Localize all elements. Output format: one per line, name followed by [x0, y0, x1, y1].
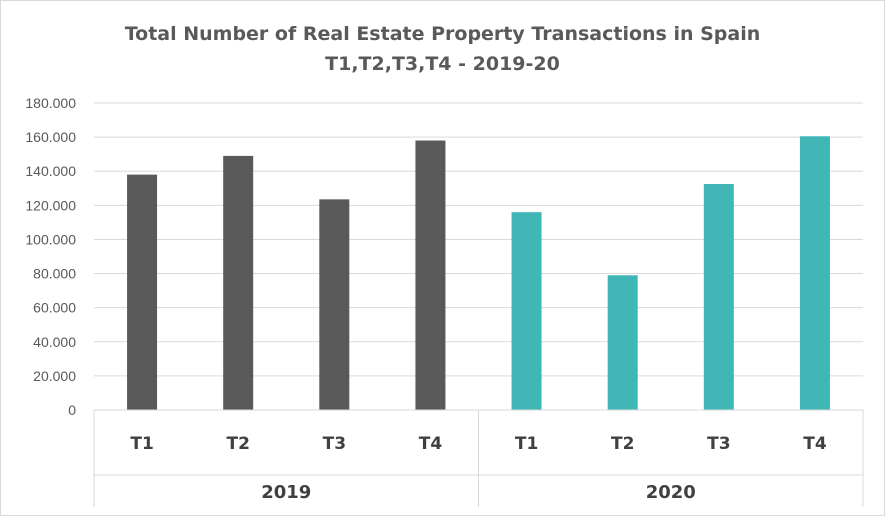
y-tick-label: 40.000: [33, 334, 76, 350]
y-tick-label: 60.000: [33, 300, 76, 316]
x-tick-label: T2: [611, 434, 634, 454]
y-axis-ticks: 0 20.000 40.000 60.000 80.000 100.000 120.000 1…: [25, 95, 76, 418]
bar-2020-T4: [799, 136, 830, 410]
x-tick-label: T4: [803, 434, 827, 454]
chart-title: Total Number of Real Estate Property Tra…: [124, 23, 761, 45]
bar-2020-T1: [511, 212, 542, 410]
y-tick-label: 180.000: [25, 95, 76, 111]
group-label-2020: 2020: [646, 482, 696, 503]
gridlines: [94, 102, 863, 411]
bar-2020-T2: [607, 275, 638, 410]
bar-2019-T1: [127, 174, 158, 410]
bar-2020-T3: [703, 184, 734, 410]
y-tick-label: 140.000: [25, 163, 76, 179]
chart-subtitle: T1,T2,T3,T4 - 2019-20: [325, 53, 560, 75]
x-tick-label: T1: [130, 434, 153, 454]
x-tick-label: T3: [323, 434, 346, 454]
bar-2019-T3: [319, 199, 350, 410]
y-tick-label: 160.000: [25, 129, 76, 145]
x-tick-label: T4: [419, 434, 443, 454]
bar-2019-T2: [223, 155, 254, 410]
bars: [127, 136, 830, 410]
x-tick-label: T1: [515, 434, 538, 454]
y-tick-label: 80.000: [33, 266, 76, 282]
bar-2019-T4: [415, 140, 446, 410]
y-tick-label: 120.000: [25, 197, 76, 213]
chart-title-block: Total Number of Real Estate Property Tra…: [1, 19, 884, 79]
x-tick-label: T3: [707, 434, 730, 454]
x-axis: T1 T2 T3 T4 2019 T1 T2 T3 T4 2020: [93, 409, 864, 507]
y-tick-label: 20.000: [33, 368, 76, 384]
y-tick-label: 0: [68, 402, 76, 418]
group-label-2019: 2019: [261, 482, 311, 503]
y-tick-label: 100.000: [25, 231, 76, 247]
x-tick-label: T2: [226, 434, 249, 454]
